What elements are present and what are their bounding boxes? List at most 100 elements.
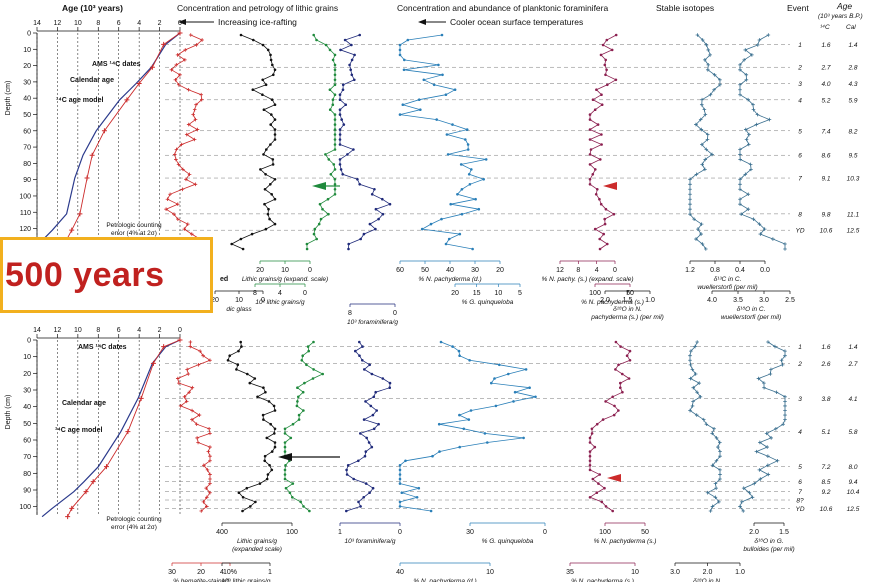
axis-tick-label-iso1-top: 0.8 (710, 267, 720, 274)
series-red-bottom-point (190, 417, 194, 422)
axis-tick-label-black2-bottom: 4 (220, 569, 224, 576)
series-green-top-point (333, 93, 337, 96)
series-mag-bottom-point (588, 468, 592, 472)
series-mag-top-point (593, 227, 597, 231)
series-mag-top-point (600, 143, 603, 146)
series-blue-top-point (398, 43, 402, 47)
series-green-bottom-point (296, 386, 299, 390)
series-red-bottom-point (178, 404, 183, 408)
series-navy-top-point (358, 33, 362, 37)
series-navy-bottom-point (364, 482, 368, 485)
series-blue-top-point (474, 197, 477, 201)
series-iso1-top-point (705, 137, 710, 142)
series-mag-bottom-point (628, 349, 632, 353)
series-red-bottom-point (186, 372, 191, 376)
depth-tick-label-top: 40 (23, 96, 31, 103)
series-mag-bottom-point (590, 427, 594, 431)
series-red-top-point (186, 87, 191, 92)
series-navy-bottom-point (363, 368, 366, 371)
series-black-top-point (261, 93, 264, 96)
event-cal-top: 9.5 (848, 153, 857, 160)
series-black-top-point (270, 98, 274, 101)
series-blue-top-point (419, 108, 422, 111)
series-black-top-point (269, 58, 273, 62)
series-iso1-bottom-point (691, 385, 696, 390)
series-green-bottom-point (297, 395, 300, 399)
series-red-top-point (176, 217, 180, 221)
series-navy-bottom-point (367, 441, 371, 444)
depth-tick-label-top: 30 (23, 79, 31, 86)
series-black-bottom-point (273, 409, 277, 412)
series-mag-top-point (600, 133, 603, 136)
axis-tick-label-mag2-top: 100 (589, 290, 601, 297)
series-iso2-bottom-point (741, 509, 746, 513)
axis-label-blue-top: % N. pachyderma (d.) (418, 276, 481, 283)
age-model-point-top (136, 81, 142, 87)
series-iso1-top-point (704, 43, 709, 47)
series-green-bottom-point (297, 418, 301, 421)
series-mag-bottom-point (598, 473, 601, 476)
axis-label-red-frag-top: ed (220, 276, 228, 283)
series-iso1-top-point (718, 82, 722, 87)
event-cal-top: 5.9 (848, 97, 857, 104)
series-blue-top-point (444, 93, 448, 96)
axis-tick-label-blue-top: 30 (471, 267, 479, 274)
series-iso1-top-point (688, 202, 692, 207)
event-cal-bottom: 5.8 (848, 429, 857, 436)
series-navy-top-point (377, 217, 380, 221)
series-iso2-top-point (744, 73, 749, 77)
event-c14-top: 10.6 (820, 228, 833, 235)
series-black-bottom-point (264, 390, 267, 394)
depth-tick-label-bottom: 10 (23, 354, 31, 361)
axis-label-iso1-top: δ¹³C in C. (714, 276, 742, 283)
axis-label-iso1-bottom: δ¹⁸O in G. (754, 538, 783, 545)
axis-tick-label-mag-top: 8 (576, 267, 580, 274)
depth-label-bottom: Depth (cm) (5, 395, 12, 430)
arrow-ice-rafting (178, 19, 214, 25)
depth-tick-label-top: 90 (23, 177, 31, 184)
series-black-bottom-point (236, 363, 240, 367)
series-iso1-bottom-point (714, 436, 719, 440)
event-c14-bottom: 8.5 (821, 479, 830, 486)
label-cooler: Cooler ocean surface temperatures (450, 17, 583, 27)
series-mag-bottom-point (604, 400, 607, 403)
axis-tick-label-blue-bottom: 0 (543, 529, 547, 536)
series-iso2-top-point (746, 97, 750, 102)
series-navy-bottom-point (352, 477, 356, 481)
label-calendar-top: Calendar age (70, 77, 114, 84)
series-blue-bottom-point (486, 441, 489, 444)
series-black-top-point (270, 113, 273, 116)
event-cal-bottom: 2.7 (847, 361, 857, 368)
series-black-bottom-point (265, 477, 269, 481)
series-iso1-top-point (718, 77, 722, 82)
series-green-top-point (333, 178, 337, 181)
series-red-bottom-point (201, 500, 206, 504)
series-iso1-top-point (699, 127, 704, 132)
axis-tick-label-blue2-top: 15 (473, 290, 481, 297)
series-red-bottom-point (205, 468, 210, 472)
event-c14-bottom: 1.6 (821, 344, 830, 351)
series-black-bottom-point (266, 473, 270, 476)
series-mag-top-point (614, 78, 618, 82)
series-black-top-point (263, 202, 266, 206)
series-iso2-top-point (743, 127, 748, 132)
series-iso2-top-point (739, 212, 743, 216)
series-black-bottom-point (258, 482, 262, 485)
age-model-point-top (149, 64, 155, 70)
axis-tick-label-iso1-bottom: 2.0 (749, 529, 759, 536)
series-iso2-bottom-point (754, 449, 759, 454)
series-red-top-point (181, 167, 185, 172)
series-mag-bottom-point (617, 363, 620, 367)
series-black-bottom-point (261, 413, 265, 417)
series-black-top-point (273, 222, 277, 226)
series-navy-top-point (353, 78, 356, 82)
series-red-top-point (199, 92, 204, 97)
series-navy-top-point (348, 63, 351, 67)
series-mag-top-point (614, 33, 618, 37)
axis-label-blue2-bottom: % N. pachyderma (d.) (413, 578, 476, 582)
series-black-bottom-point (263, 454, 267, 458)
series-mag-bottom-point (619, 381, 622, 385)
series-navy-bottom-point (372, 395, 376, 399)
series-navy-top-point (343, 38, 347, 42)
series-iso2-top-point (738, 87, 742, 92)
